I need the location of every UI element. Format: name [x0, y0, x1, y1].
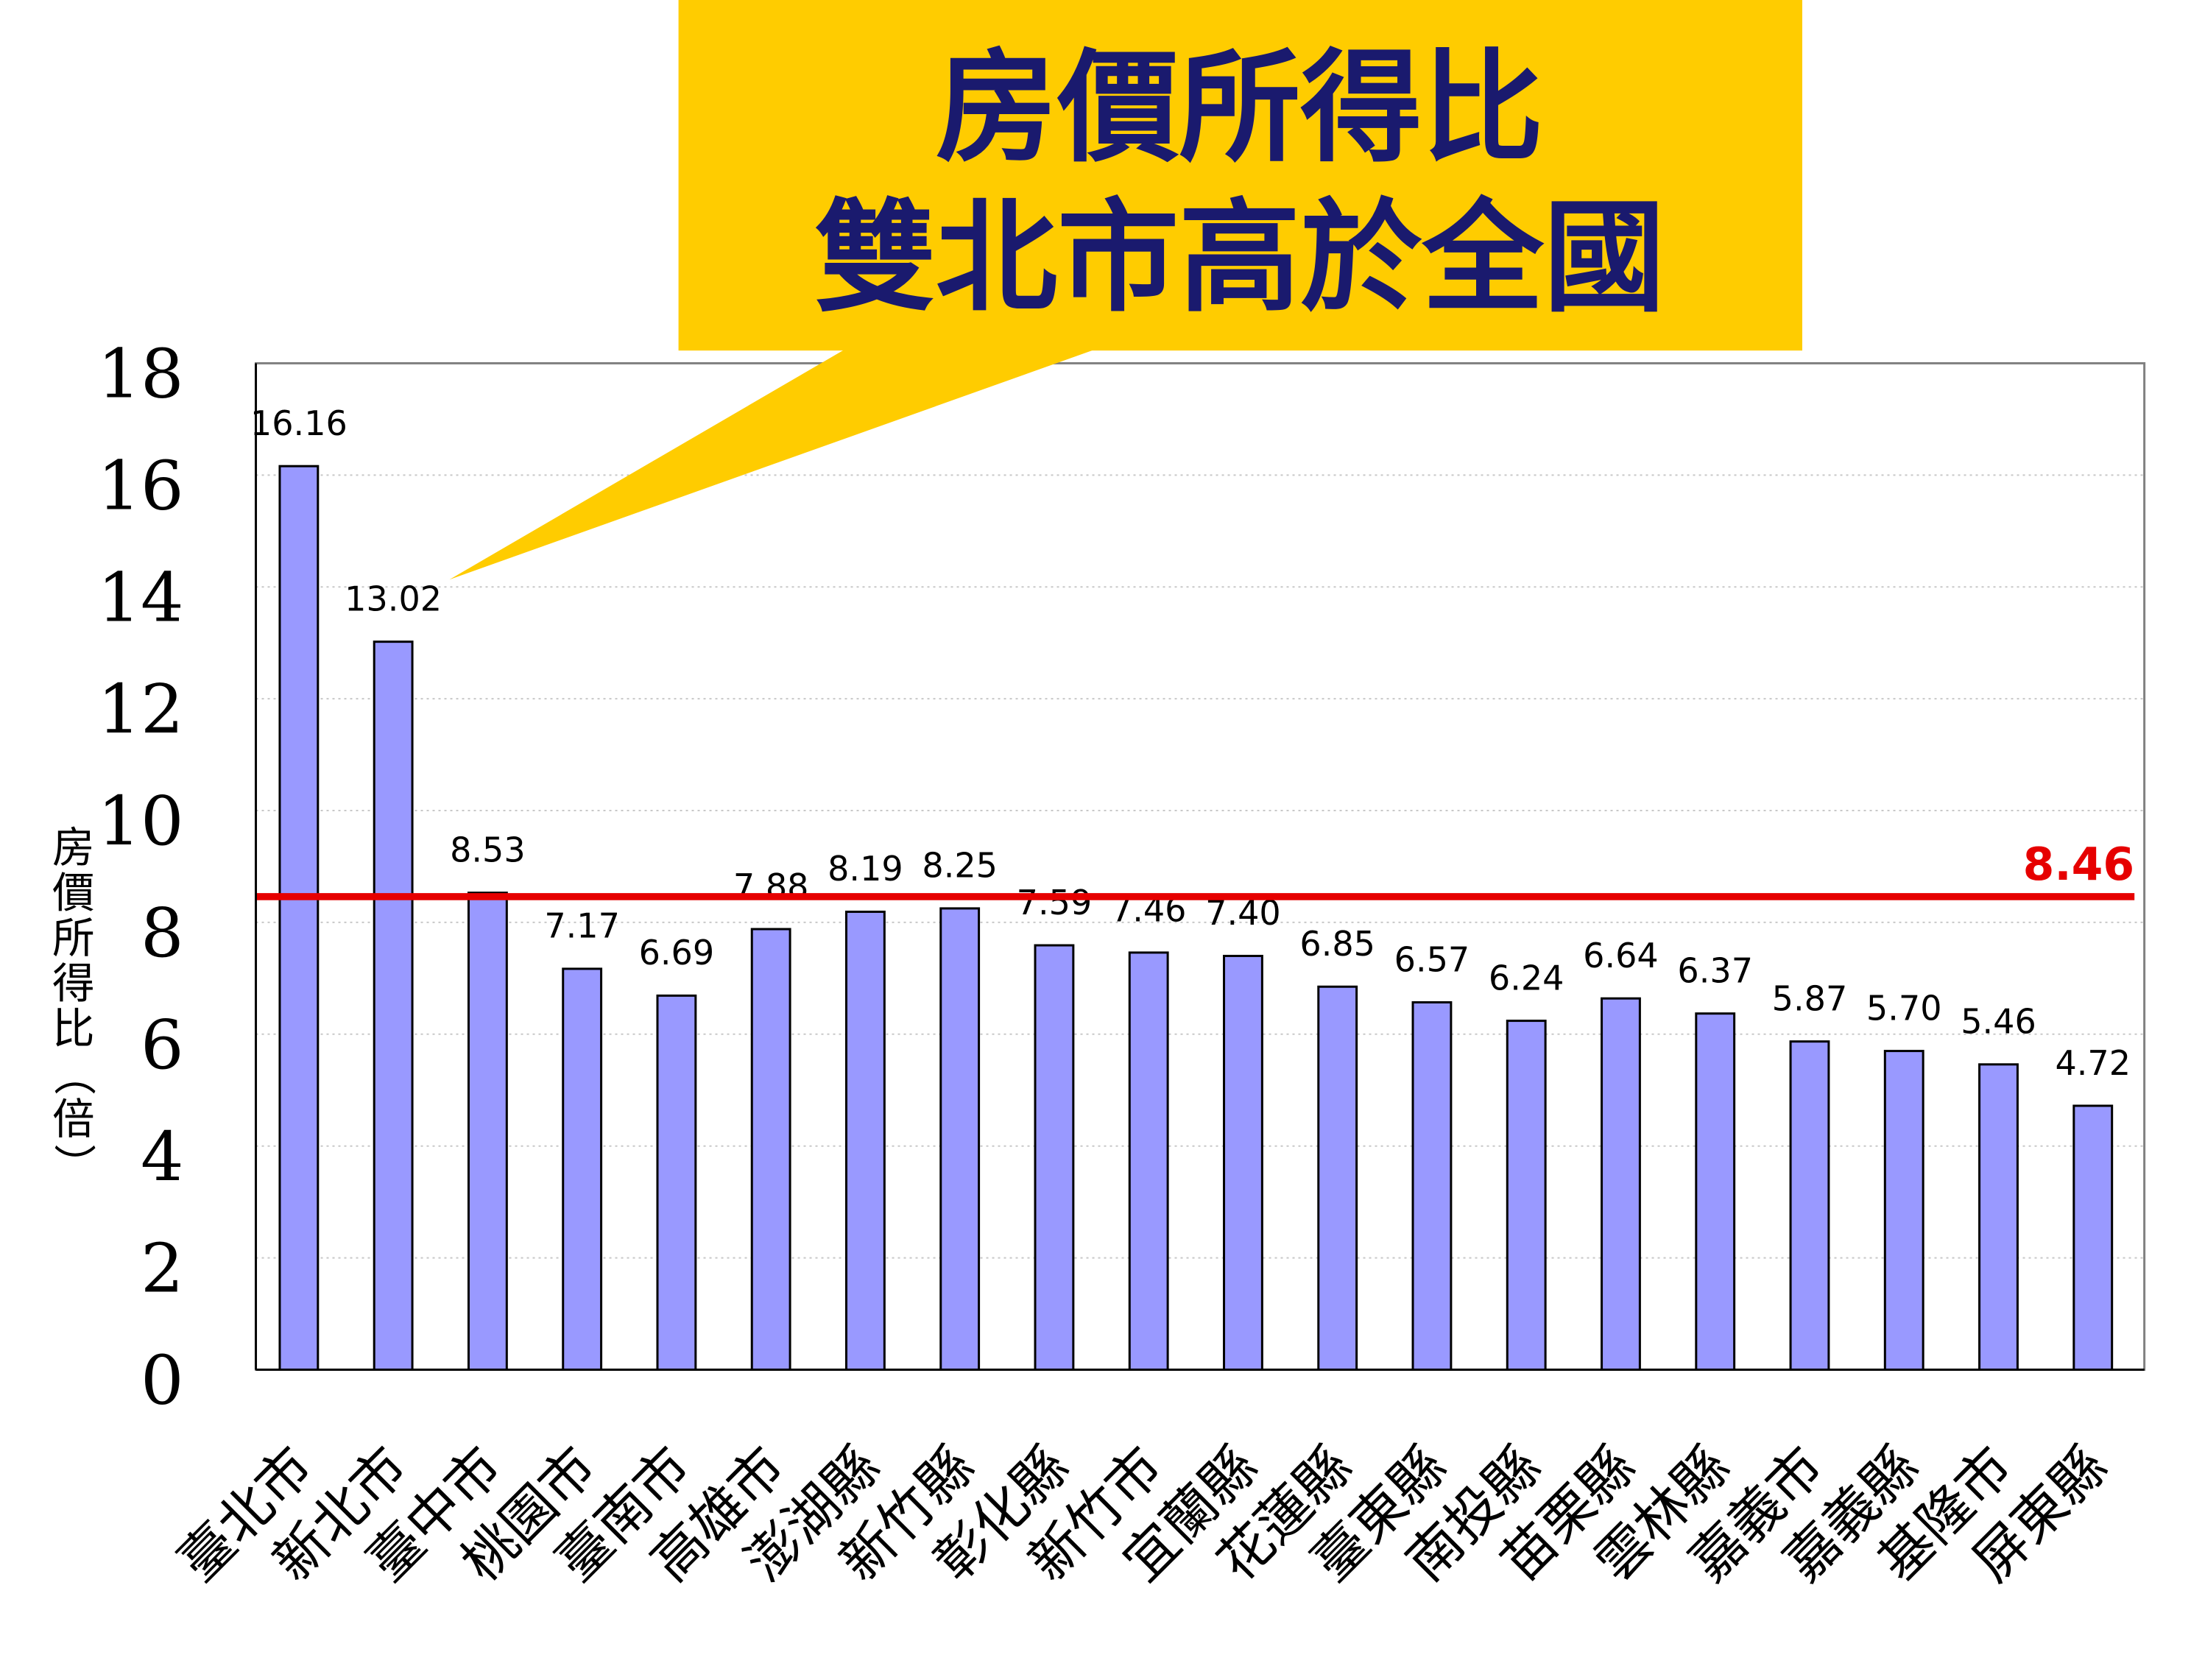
y-tick-label: 12: [97, 669, 183, 749]
bar: [1978, 1063, 2019, 1371]
axes: [255, 363, 2145, 1371]
bar: [1034, 944, 1075, 1371]
bar: [562, 967, 603, 1371]
y-tick-labels: 0 2 4 6 8 10 12 14 16 18: [97, 334, 183, 1420]
y-tick-label: 6: [141, 1005, 184, 1084]
callout-title-line1: 房價所得比: [936, 38, 1544, 179]
data-label: 8.19: [828, 849, 903, 889]
bar: [845, 910, 886, 1371]
bar: [2072, 1104, 2114, 1371]
y-tick-label: 2: [141, 1229, 184, 1308]
bar: [1411, 1001, 1453, 1371]
data-label: 5.46: [1961, 1002, 2036, 1042]
data-label: 8.53: [450, 830, 526, 869]
average-line-group: 8.46: [255, 839, 2135, 900]
y-tick-label: 8: [141, 893, 184, 973]
data-label: 5.70: [1866, 988, 1942, 1028]
bar: [656, 994, 697, 1371]
bar: [467, 892, 508, 1371]
y-tick-label: 4: [141, 1117, 184, 1196]
y-axis-label: 房價所得比（倍）: [49, 823, 99, 1186]
data-label: 4.72: [2055, 1043, 2131, 1083]
y-tick-label: 10: [97, 781, 183, 861]
y-axis-label-char: （: [49, 1053, 99, 1095]
bar: [373, 640, 414, 1371]
bar: [1317, 985, 1358, 1371]
bar: [1695, 1012, 1736, 1371]
data-label: 13.02: [345, 579, 442, 618]
data-label: 8.25: [922, 846, 998, 886]
bar: [1883, 1050, 1924, 1371]
callout-pointer: [449, 339, 1124, 580]
y-axis-label-char: 價: [52, 869, 95, 918]
y-axis-label-char: 比: [52, 1004, 95, 1053]
average-label: 8.46: [2023, 839, 2135, 891]
data-label: 7.17: [544, 906, 620, 946]
y-tick-label: 14: [97, 557, 183, 637]
data-label: 6.57: [1394, 939, 1470, 979]
data-label: 6.37: [1677, 950, 1753, 990]
y-axis-label-char: 倍: [52, 1095, 95, 1144]
y-axis-label-char: 所: [52, 914, 95, 963]
y-tick-label: 16: [97, 445, 183, 525]
bar: [750, 928, 791, 1371]
bar: [1789, 1040, 1830, 1371]
y-axis-label-char: 得: [52, 959, 95, 1009]
data-label: 6.64: [1583, 936, 1659, 975]
callout-title-line2: 雙北市高於全國: [814, 187, 1665, 328]
y-axis-label-char: 房: [52, 823, 95, 872]
y-tick-label: 18: [97, 334, 183, 414]
plot-frame: [255, 361, 2146, 1371]
data-label: 16.16: [250, 403, 347, 443]
bar: [1601, 997, 1641, 1371]
bar: [939, 907, 981, 1371]
y-axis-label-char: ）: [49, 1143, 99, 1186]
bar: [1506, 1020, 1547, 1371]
data-label: 5.87: [1772, 978, 1848, 1018]
data-label: 6.24: [1489, 958, 1564, 998]
bars: [278, 465, 2114, 1371]
bar: [278, 465, 320, 1371]
callout-box: [678, 0, 1802, 351]
data-label: 6.69: [639, 933, 715, 973]
bar: [1223, 954, 1263, 1371]
data-label: 6.85: [1299, 924, 1375, 964]
bar: [1128, 951, 1169, 1371]
x-tick-labels: 臺北市新北市臺中市桃園市臺南市高雄市澎湖縣新竹縣彰化縣新竹市宜蘭縣花蓮縣臺東縣南…: [167, 1435, 2120, 1593]
callout: 房價所得比 雙北市高於全國: [449, 0, 1802, 580]
y-tick-label: 0: [141, 1341, 184, 1420]
grid-lines: [255, 474, 2145, 1259]
data-label: 7.59: [1017, 883, 1093, 922]
